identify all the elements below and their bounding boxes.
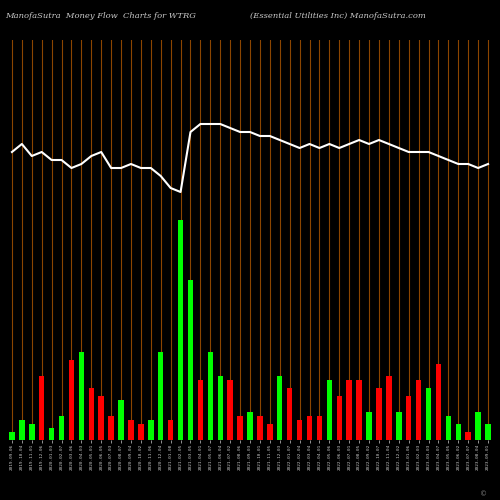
Bar (466, 432, 471, 440)
Bar (366, 412, 372, 440)
Bar (396, 412, 402, 440)
Bar (228, 380, 233, 440)
Bar (456, 424, 461, 440)
Bar (476, 412, 481, 440)
Bar (267, 424, 272, 440)
Bar (326, 380, 332, 440)
Bar (178, 220, 184, 440)
Bar (426, 388, 432, 440)
Bar (257, 416, 262, 440)
Bar (386, 376, 392, 440)
Bar (356, 380, 362, 440)
Bar (138, 424, 143, 440)
Text: (Essential Utilities Inc) ManofaSutra.com: (Essential Utilities Inc) ManofaSutra.co… (250, 12, 426, 20)
Bar (436, 364, 441, 440)
Bar (336, 396, 342, 440)
Bar (128, 420, 134, 440)
Bar (446, 416, 451, 440)
Text: ManofaSutra  Money Flow  Charts for WTRG: ManofaSutra Money Flow Charts for WTRG (5, 12, 196, 20)
Bar (416, 380, 422, 440)
Bar (218, 376, 223, 440)
Bar (108, 416, 114, 440)
Bar (188, 280, 193, 440)
Bar (297, 420, 302, 440)
Bar (238, 416, 243, 440)
Bar (118, 400, 124, 440)
Bar (307, 416, 312, 440)
Bar (277, 376, 282, 440)
Bar (158, 352, 164, 440)
Bar (248, 412, 252, 440)
Bar (346, 380, 352, 440)
Bar (78, 352, 84, 440)
Bar (208, 352, 213, 440)
Bar (376, 388, 382, 440)
Bar (29, 424, 34, 440)
Bar (168, 420, 173, 440)
Bar (9, 432, 15, 440)
Text: ©: © (480, 492, 488, 498)
Bar (198, 380, 203, 440)
Bar (19, 420, 24, 440)
Bar (316, 416, 322, 440)
Bar (59, 416, 64, 440)
Bar (88, 388, 94, 440)
Bar (68, 360, 74, 440)
Bar (148, 420, 154, 440)
Bar (49, 428, 54, 440)
Bar (406, 396, 411, 440)
Bar (39, 376, 44, 440)
Bar (98, 396, 104, 440)
Bar (486, 424, 491, 440)
Bar (287, 388, 292, 440)
